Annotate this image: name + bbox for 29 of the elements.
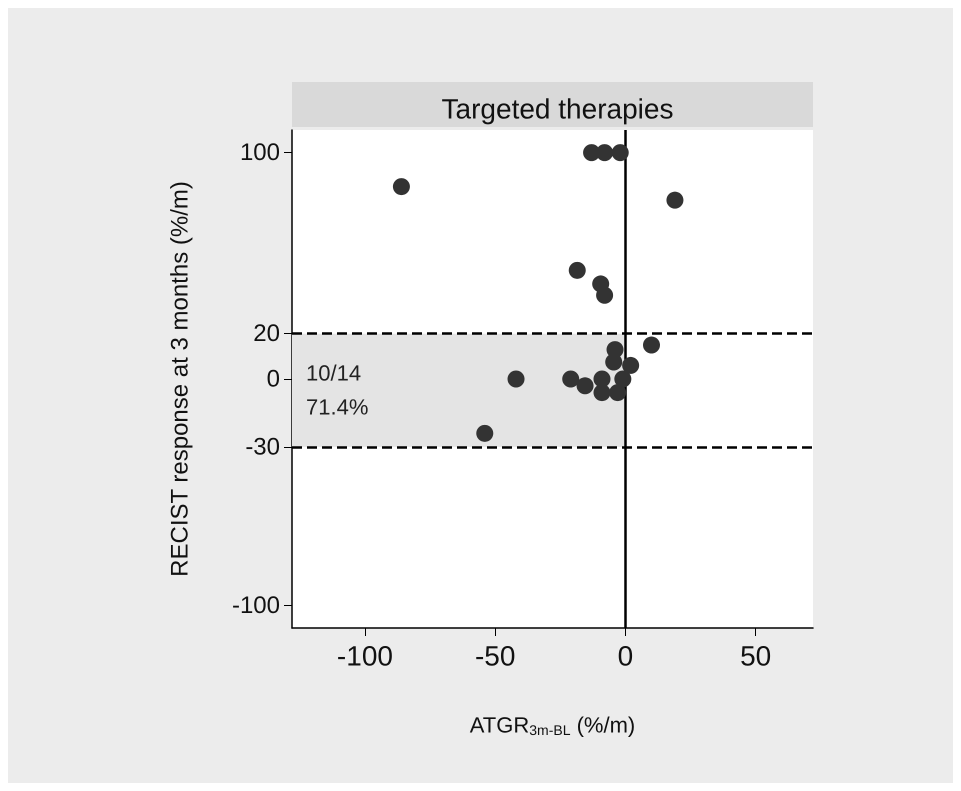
y-tick-label: -30 bbox=[245, 433, 280, 460]
point bbox=[562, 370, 580, 388]
y-tick-label: 20 bbox=[253, 320, 280, 348]
point bbox=[643, 336, 660, 354]
point bbox=[609, 384, 626, 402]
point bbox=[508, 370, 525, 388]
point bbox=[666, 192, 684, 209]
y-tick-label: 100 bbox=[240, 139, 280, 166]
y-axis-title: RECIST response at 3 months (%/m) bbox=[166, 181, 194, 577]
point bbox=[622, 356, 640, 374]
x-axis-title: ATGR3m-BL (%/m) bbox=[470, 712, 636, 738]
point bbox=[476, 424, 494, 442]
x-tick-label: -50 bbox=[474, 640, 516, 672]
point bbox=[568, 262, 586, 279]
point bbox=[614, 370, 632, 388]
point bbox=[605, 354, 622, 371]
point bbox=[594, 384, 610, 402]
point bbox=[596, 286, 614, 304]
x-tick-label: 50 bbox=[740, 640, 772, 672]
x-tick-label: 0 bbox=[618, 640, 634, 672]
point bbox=[612, 144, 629, 162]
y-tick-label: -100 bbox=[232, 592, 280, 619]
annotation: 10/14 71.4% bbox=[306, 360, 368, 420]
point bbox=[596, 144, 614, 162]
chart-title: Targeted therapies bbox=[442, 94, 674, 124]
point bbox=[392, 178, 410, 196]
x-tick-label: -100 bbox=[336, 640, 393, 672]
point bbox=[576, 377, 594, 394]
y-tick-label: 0 bbox=[266, 366, 280, 392]
